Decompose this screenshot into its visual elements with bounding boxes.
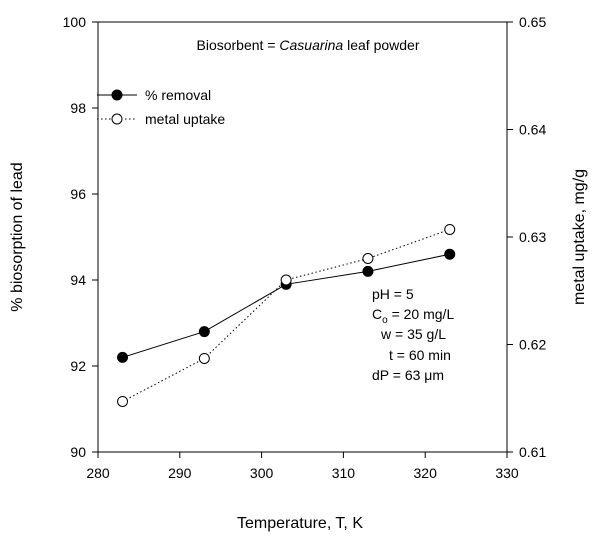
data-point-uptake <box>362 253 374 264</box>
annotation-dp: dP = 63 μm <box>372 367 444 383</box>
chart-title: Biosorbent = Casuarina leaf powder <box>197 37 420 53</box>
y-axis-title-right: metal uptake, mg/g <box>571 169 588 305</box>
y-left-tick-label: 92 <box>70 358 86 374</box>
data-point-uptake <box>444 223 456 235</box>
y-axis-title-left: % biosorption of lead <box>9 162 26 311</box>
data-point-removal <box>362 265 374 277</box>
data-point-uptake <box>117 395 129 407</box>
y-right-tick-label: 0.61 <box>519 444 546 460</box>
y-left-tick-label: 100 <box>63 14 87 30</box>
data-point-removal <box>117 351 129 363</box>
y-right-tick-label: 0.62 <box>519 337 546 353</box>
data-point-removal <box>444 248 456 260</box>
conditions-annotation: pH = 5 Co = 20 mg/L w = 35 g/L t = 60 mi… <box>372 286 454 383</box>
y-right-tick-label: 0.64 <box>519 122 546 138</box>
y-left-tick-label: 90 <box>70 444 86 460</box>
data-point-uptake <box>198 352 210 364</box>
y-right-tick-label: 0.63 <box>519 229 546 245</box>
data-point-uptake <box>280 274 292 286</box>
x-tick-label: 310 <box>332 465 356 481</box>
annotation-w: w = 35 g/L <box>380 326 446 342</box>
x-tick-label: 280 <box>86 465 110 481</box>
data-point-removal <box>198 326 210 338</box>
x-tick-label: 320 <box>414 465 438 481</box>
y-left-tick-label: 96 <box>70 186 86 202</box>
legend-marker-uptake <box>111 113 123 125</box>
legend-label-uptake: metal uptake <box>145 111 225 127</box>
annotation-t: t = 60 min <box>389 347 451 363</box>
legend-label-removal: % removal <box>145 87 211 103</box>
y-left-tick-label: 98 <box>70 100 86 116</box>
x-axis-title: Temperature, T, K <box>237 515 363 532</box>
y-left-tick-label: 94 <box>70 272 86 288</box>
x-tick-label: 330 <box>495 465 519 481</box>
legend-marker-removal <box>111 89 123 101</box>
y-right-tick-label: 0.65 <box>519 14 546 30</box>
series-layer <box>117 223 456 407</box>
legend: % removal metal uptake <box>97 87 225 127</box>
annotation-ph: pH = 5 <box>372 286 414 302</box>
annotation-co: Co = 20 mg/L <box>372 306 454 326</box>
x-tick-label: 290 <box>168 465 192 481</box>
ticks-layer: 280 290 300 310 320 330 90 92 94 96 98 100 0.61 0.62 0… <box>63 14 547 481</box>
x-tick-label: 300 <box>250 465 274 481</box>
